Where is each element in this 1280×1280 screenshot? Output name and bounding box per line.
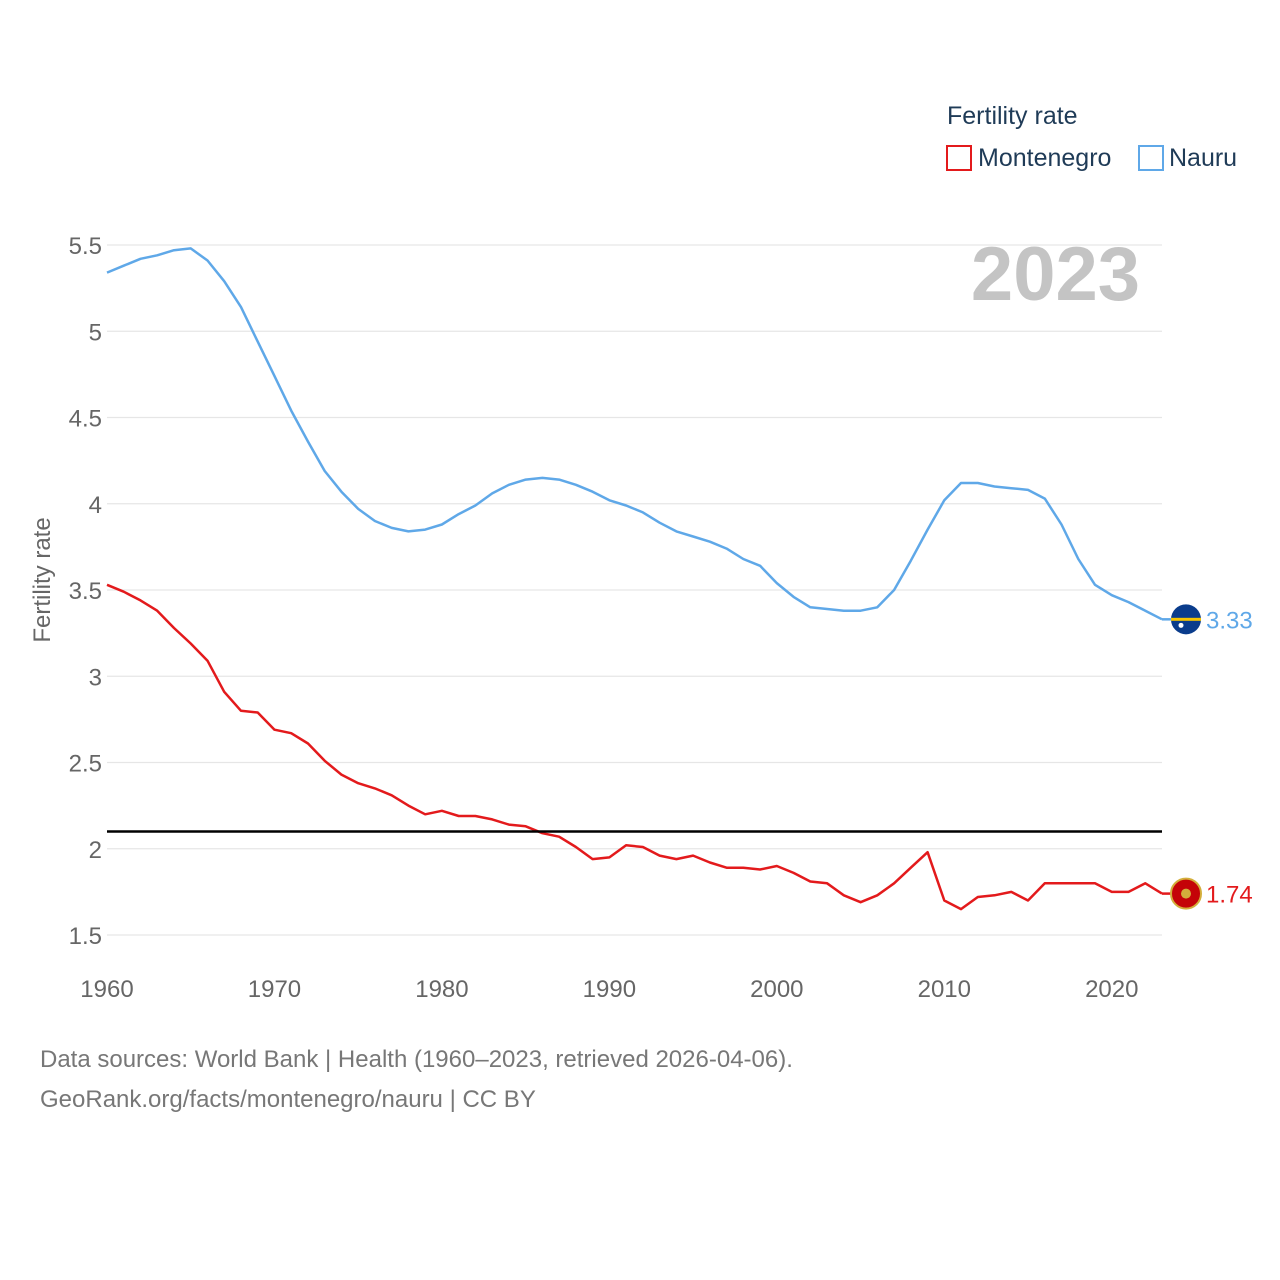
source-line-1: Data sources: World Bank | Health (1960–… bbox=[40, 1046, 793, 1073]
montenegro-flag-icon bbox=[1170, 877, 1202, 910]
series-line-nauru bbox=[106, 247, 1163, 621]
y-tick-label: 2 bbox=[89, 837, 102, 864]
nauru-flag-icon bbox=[1171, 604, 1201, 635]
x-tick-label: 1970 bbox=[248, 976, 301, 1003]
y-tick-label: 3 bbox=[89, 664, 102, 691]
legend: Fertility rate Montenegro Nauru bbox=[946, 102, 1237, 172]
x-tick-label: 2010 bbox=[918, 976, 971, 1003]
series-line-montenegro bbox=[106, 583, 1163, 911]
y-tick-label: 1.5 bbox=[69, 923, 102, 950]
legend-swatch-montenegro bbox=[946, 145, 972, 171]
end-value-label-nauru: 3.33 bbox=[1206, 607, 1253, 634]
x-tick-label: 2000 bbox=[750, 976, 803, 1003]
y-axis-ticks: 1.5 2 2.5 3 3.5 4 4.5 5 5.5 bbox=[69, 233, 102, 950]
y-tick-label: 5 bbox=[89, 319, 102, 346]
x-axis-ticks: 1960 1970 1980 1990 2000 2010 2020 bbox=[80, 976, 1138, 1003]
y-tick-label: 4 bbox=[89, 492, 102, 519]
y-tick-label: 2.5 bbox=[69, 751, 102, 778]
y-tick-label: 5.5 bbox=[69, 233, 102, 260]
series-lines bbox=[106, 247, 1163, 911]
y-tick-label: 4.5 bbox=[69, 406, 102, 433]
x-tick-label: 2020 bbox=[1085, 976, 1138, 1003]
legend-label-montenegro: Montenegro bbox=[978, 144, 1111, 172]
source-note: Data sources: World Bank | Health (1960–… bbox=[40, 1040, 793, 1120]
fertility-rate-chart: 1.5 2 2.5 3 3.5 4 4.5 5 5.5 1960 1970 1980 1990 2000… bbox=[29, 102, 1253, 1003]
grid-lines bbox=[107, 244, 1162, 936]
legend-label-nauru: Nauru bbox=[1169, 144, 1237, 172]
y-axis-label: Fertility rate bbox=[29, 517, 56, 642]
legend-swatch-nauru bbox=[1138, 145, 1164, 171]
x-tick-label: 1960 bbox=[80, 976, 133, 1003]
end-markers: 1.74 3.33 bbox=[1162, 604, 1253, 910]
legend-item-nauru[interactable]: Nauru bbox=[1138, 144, 1237, 172]
y-tick-label: 3.5 bbox=[69, 578, 102, 605]
x-tick-label: 1990 bbox=[583, 976, 636, 1003]
legend-title: Fertility rate bbox=[947, 102, 1078, 130]
end-value-label-montenegro: 1.74 bbox=[1206, 882, 1253, 909]
x-tick-label: 1980 bbox=[415, 976, 468, 1003]
source-line-2[interactable]: GeoRank.org/facts/montenegro/nauru | CC … bbox=[40, 1086, 536, 1113]
year-label: 2023 bbox=[971, 232, 1140, 317]
legend-item-montenegro[interactable]: Montenegro bbox=[946, 144, 1111, 172]
